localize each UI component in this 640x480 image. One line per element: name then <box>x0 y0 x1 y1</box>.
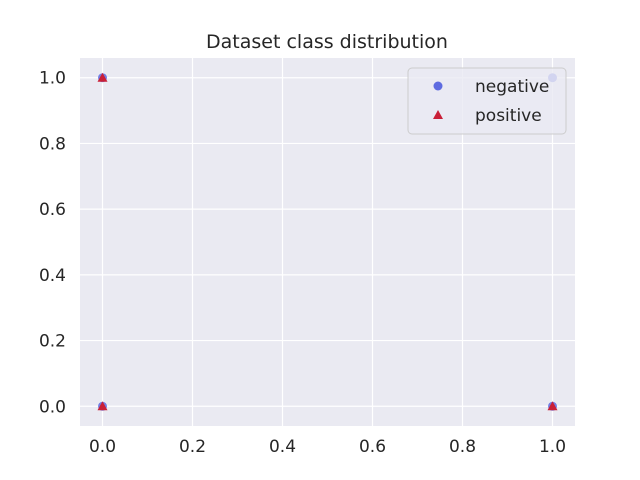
x-tick-label: 0.0 <box>89 437 116 457</box>
legend-label-positive: positive <box>475 106 542 126</box>
legend-marker-negative <box>433 81 443 91</box>
y-tick-label: 0.4 <box>39 266 66 286</box>
y-tick-label: 0.2 <box>39 332 66 352</box>
legend: negative positive <box>407 67 567 135</box>
y-tick-label: 0.6 <box>39 200 66 220</box>
legend-box <box>407 67 567 135</box>
positive-point <box>97 72 108 82</box>
y-tick-label: 0.8 <box>39 134 66 154</box>
y-tick-label: 1.0 <box>39 69 66 89</box>
y-tick-labels: 0.0 0.2 0.4 0.6 0.8 1.0 <box>39 69 66 418</box>
grid-lines <box>80 58 575 426</box>
x-tick-labels: 0.0 0.2 0.4 0.6 0.8 1.0 <box>89 437 566 457</box>
x-tick-label: 0.6 <box>359 437 386 457</box>
legend-marker-positive <box>433 110 443 119</box>
x-tick-label: 1.0 <box>539 437 566 457</box>
legend-label-negative: negative <box>475 77 549 97</box>
x-tick-label: 0.8 <box>449 437 476 457</box>
x-tick-label: 0.2 <box>179 437 206 457</box>
positive-point <box>97 401 108 411</box>
y-tick-label: 0.0 <box>39 397 66 417</box>
positive-point <box>547 401 558 411</box>
x-tick-label: 0.4 <box>269 437 296 457</box>
chart-title: Dataset class distribution <box>206 31 448 53</box>
